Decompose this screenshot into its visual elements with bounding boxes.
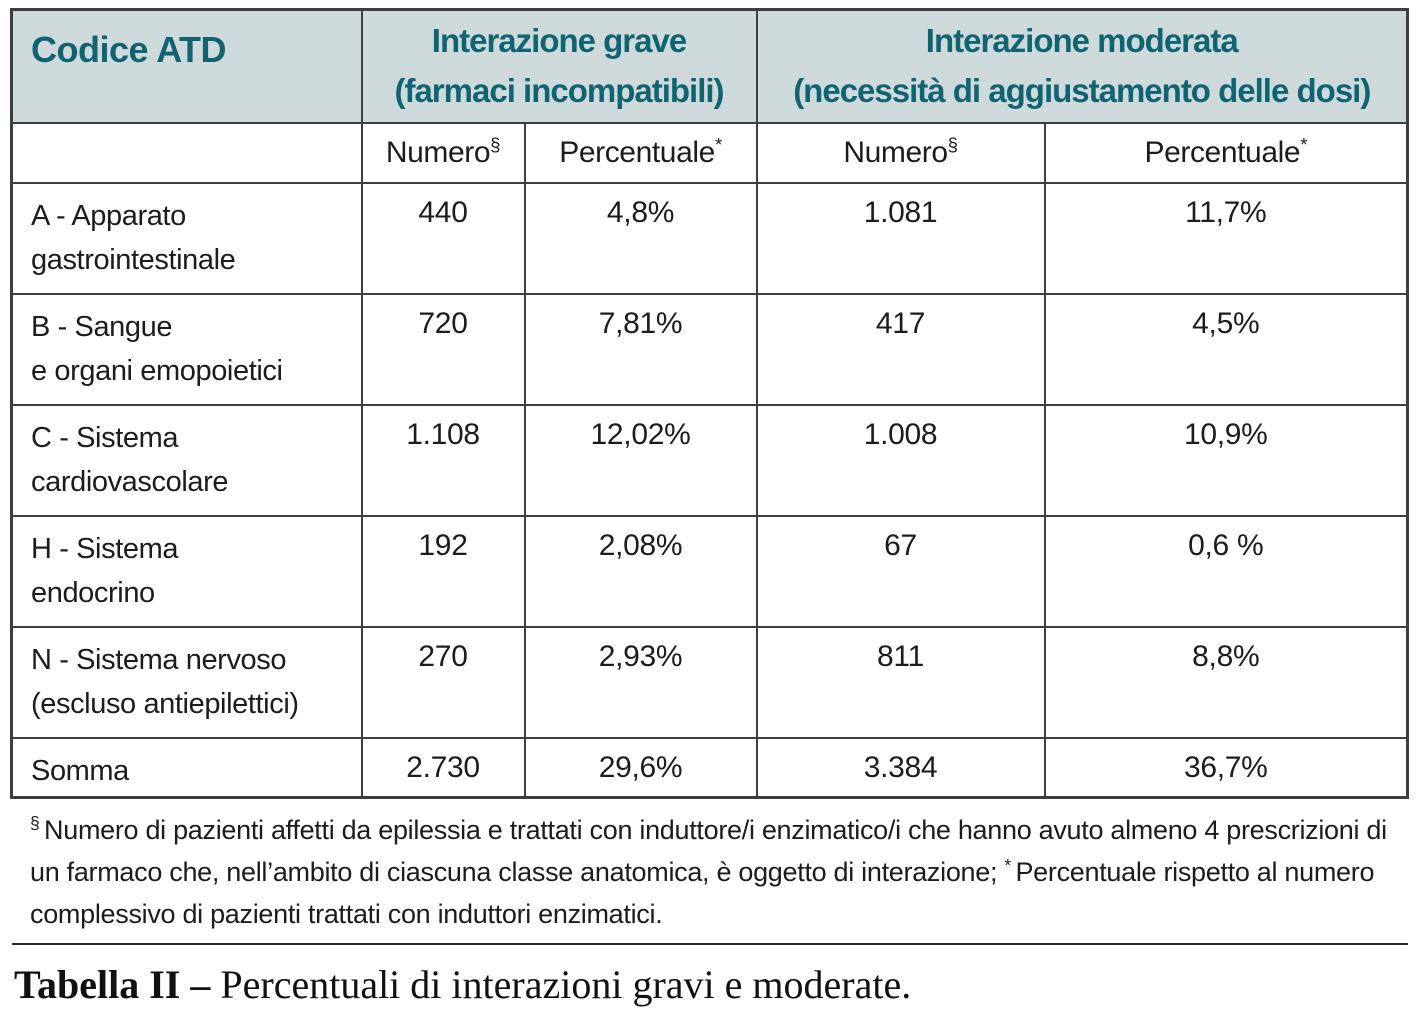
row-label: Somma — [10, 736, 363, 799]
header-codice-atd: Codice ATD — [10, 8, 363, 124]
footnote-marker-section: § — [30, 813, 45, 833]
subheader-moderata-numero: Numero§ — [755, 121, 1046, 184]
footnote-marker-asterisk: * — [1300, 133, 1308, 155]
caption-text: Percentuali di interazioni gravi e moder… — [220, 962, 912, 1007]
moderata-numero-value: 67 — [755, 514, 1046, 628]
grave-numero-value: 2.730 — [360, 736, 526, 799]
moderata-numero-value: 1.081 — [755, 181, 1046, 295]
subheader-empty-cell — [10, 121, 363, 184]
subheader-label: Percentuale — [1144, 135, 1301, 169]
row-label: H - Sistema endocrino — [10, 514, 363, 628]
interactions-table: Codice ATD Interazione grave (farmaci in… — [10, 8, 1410, 799]
moderata-numero-value: 1.008 — [755, 403, 1046, 517]
moderata-percentuale-value: 11,7% — [1043, 181, 1409, 295]
table-row: N - Sistema nervoso (escluso antiepilett… — [10, 625, 1409, 739]
grave-numero-value: 270 — [360, 625, 526, 739]
table-row-total: Somma 2.730 29,6% 3.384 36,7% — [10, 736, 1409, 799]
footnote-marker-section: § — [947, 133, 958, 155]
grave-percentuale-value: 4,8% — [523, 181, 758, 295]
table-footnote: § Numero di pazienti affetti da epilessi… — [30, 809, 1402, 935]
table-row: H - Sistema endocrino 192 2,08% 67 0,6 % — [10, 514, 1409, 628]
row-label: A - Apparato gastrointestinale — [10, 181, 363, 295]
moderata-numero-value: 811 — [755, 625, 1046, 739]
row-label: N - Sistema nervoso (escluso antiepilett… — [10, 625, 363, 739]
moderata-percentuale-value: 4,5% — [1043, 292, 1409, 406]
subheader-label: Numero — [385, 135, 491, 169]
grave-numero-value: 1.108 — [360, 403, 526, 517]
table-row: B - Sangue e organi emopoietici 720 7,81… — [10, 292, 1409, 406]
caption-label: Tabella II – — [14, 962, 221, 1007]
grave-numero-value: 720 — [360, 292, 526, 406]
header-group-grave: Interazione grave (farmaci incompatibili… — [360, 8, 758, 124]
footnote-marker-asterisk: * — [714, 133, 722, 155]
row-label: C - Sistema cardiovascolare — [10, 403, 363, 517]
moderata-numero-value: 3.384 — [755, 736, 1046, 799]
grave-percentuale-value: 7,81% — [523, 292, 758, 406]
subheader-grave-numero: Numero§ — [360, 121, 526, 184]
table-row: C - Sistema cardiovascolare 1.108 12,02%… — [10, 403, 1409, 517]
subheader-label: Percentuale — [559, 135, 715, 169]
divider — [12, 943, 1408, 945]
header-band-row: Codice ATD Interazione grave (farmaci in… — [10, 8, 1409, 124]
grave-numero-value: 192 — [360, 514, 526, 628]
footnote-marker-section: § — [490, 133, 501, 155]
footnote-marker-asterisk: * — [1004, 855, 1016, 875]
moderata-percentuale-value: 8,8% — [1043, 625, 1409, 739]
grave-percentuale-value: 2,08% — [523, 514, 758, 628]
table-caption: Tabella II – Percentuali di interazioni … — [14, 961, 1410, 1008]
footnote-text: Percentuale rispetto al numero complessi… — [30, 857, 1375, 929]
grave-percentuale-value: 2,93% — [523, 625, 758, 739]
header-group-moderata: Interazione moderata (necessità di aggiu… — [755, 8, 1409, 124]
moderata-percentuale-value: 36,7% — [1043, 736, 1409, 799]
subheader-label: Numero — [843, 135, 948, 169]
moderata-percentuale-value: 10,9% — [1043, 403, 1409, 517]
subheader-row: Numero§ Percentuale* Numero§ Percentuale… — [10, 121, 1409, 184]
table-row: A - Apparato gastrointestinale 440 4,8% … — [10, 181, 1409, 295]
moderata-percentuale-value: 0,6 % — [1043, 514, 1409, 628]
subheader-grave-percentuale: Percentuale* — [523, 121, 758, 184]
grave-numero-value: 440 — [360, 181, 526, 295]
grave-percentuale-value: 29,6% — [523, 736, 758, 799]
row-label: B - Sangue e organi emopoietici — [10, 292, 363, 406]
grave-percentuale-value: 12,02% — [523, 403, 758, 517]
footnote-text: Numero di pazienti affetti da epilessia … — [30, 815, 1387, 887]
subheader-moderata-percentuale: Percentuale* — [1043, 121, 1409, 184]
moderata-numero-value: 417 — [755, 292, 1046, 406]
